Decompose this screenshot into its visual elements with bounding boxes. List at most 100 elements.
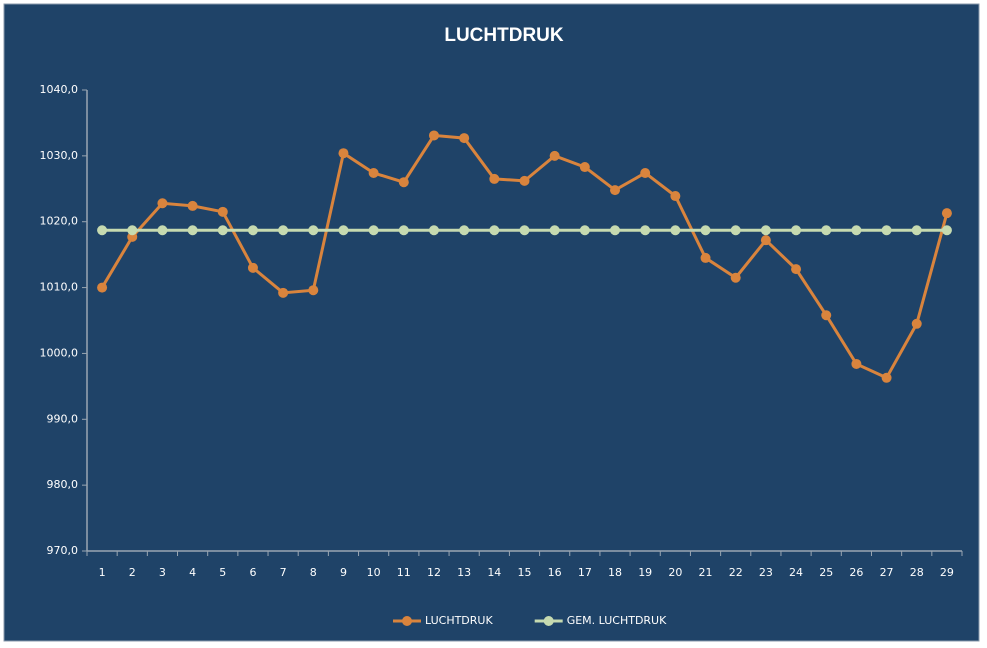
data-point — [670, 225, 681, 236]
data-point — [368, 167, 379, 178]
x-tick-label: 19 — [638, 566, 652, 579]
data-point — [187, 200, 198, 211]
data-point — [157, 198, 168, 209]
data-point — [610, 225, 621, 236]
x-tick-label: 7 — [280, 566, 287, 579]
x-tick-label: 5 — [219, 566, 226, 579]
data-point — [398, 225, 409, 236]
x-tick-label: 23 — [759, 566, 773, 579]
x-tick-label: 1 — [99, 566, 106, 579]
data-point — [428, 130, 439, 141]
x-tick-label: 16 — [548, 566, 562, 579]
x-tick-label: 28 — [910, 566, 924, 579]
data-point — [338, 148, 349, 159]
y-tick-label: 1030,0 — [40, 149, 79, 162]
x-tick-label: 21 — [699, 566, 713, 579]
chart-area — [3, 3, 980, 642]
x-tick-label: 2 — [129, 566, 136, 579]
data-point — [489, 225, 500, 236]
data-point — [187, 225, 198, 236]
y-tick-label: 990,0 — [47, 412, 79, 425]
data-point — [579, 162, 590, 173]
data-point — [127, 225, 138, 236]
y-tick-label: 1040,0 — [40, 83, 79, 96]
data-point — [730, 225, 741, 236]
data-point — [610, 185, 621, 196]
data-point — [881, 225, 892, 236]
x-tick-label: 6 — [249, 566, 256, 579]
x-tick-label: 26 — [849, 566, 863, 579]
x-tick-label: 20 — [668, 566, 682, 579]
data-point — [760, 235, 771, 246]
y-tick-label: 1020,0 — [40, 215, 79, 228]
x-tick-label: 29 — [940, 566, 954, 579]
data-point — [278, 225, 289, 236]
data-point — [821, 310, 832, 321]
data-point — [308, 285, 319, 296]
data-point — [459, 133, 470, 144]
data-point — [97, 282, 108, 293]
x-tick-label: 8 — [310, 566, 317, 579]
legend-marker — [402, 616, 412, 626]
data-point — [760, 225, 771, 236]
x-tick-label: 17 — [578, 566, 592, 579]
data-point — [217, 225, 228, 236]
x-tick-label: 3 — [159, 566, 166, 579]
x-tick-label: 10 — [367, 566, 381, 579]
legend-label: GEM. LUCHTDRUK — [567, 614, 667, 627]
data-point — [640, 167, 651, 178]
data-point — [670, 191, 681, 202]
data-point — [851, 225, 862, 236]
x-tick-label: 18 — [608, 566, 622, 579]
data-point — [549, 225, 560, 236]
x-tick-label: 27 — [880, 566, 894, 579]
data-point — [428, 225, 439, 236]
data-point — [247, 262, 258, 273]
data-point — [217, 206, 228, 217]
x-tick-label: 22 — [729, 566, 743, 579]
data-point — [851, 358, 862, 369]
x-tick-label: 25 — [819, 566, 833, 579]
data-point — [338, 225, 349, 236]
y-tick-label: 1010,0 — [40, 281, 79, 294]
data-point — [459, 225, 470, 236]
data-point — [821, 225, 832, 236]
data-point — [791, 225, 802, 236]
data-point — [97, 225, 108, 236]
data-point — [398, 177, 409, 188]
y-tick-label: 970,0 — [47, 544, 79, 557]
data-point — [730, 272, 741, 283]
x-tick-label: 9 — [340, 566, 347, 579]
data-point — [368, 225, 379, 236]
x-tick-label: 11 — [397, 566, 411, 579]
data-point — [941, 208, 952, 219]
data-point — [278, 287, 289, 298]
data-point — [881, 372, 892, 383]
data-point — [519, 175, 530, 186]
data-point — [549, 150, 560, 161]
data-point — [640, 225, 651, 236]
y-tick-label: 980,0 — [47, 478, 79, 491]
legend-label: LUCHTDRUK — [425, 614, 493, 627]
chart-title: LUCHTDRUK — [444, 25, 564, 46]
data-point — [308, 225, 319, 236]
y-tick-label: 1000,0 — [40, 346, 79, 359]
data-point — [791, 264, 802, 275]
x-tick-label: 15 — [518, 566, 532, 579]
x-tick-label: 13 — [457, 566, 471, 579]
data-point — [579, 225, 590, 236]
data-point — [157, 225, 168, 236]
data-point — [911, 318, 922, 329]
data-point — [911, 225, 922, 236]
data-point — [247, 225, 258, 236]
data-point — [700, 252, 711, 263]
x-tick-label: 14 — [487, 566, 501, 579]
x-tick-label: 12 — [427, 566, 441, 579]
data-point — [489, 173, 500, 184]
x-tick-label: 4 — [189, 566, 196, 579]
data-point — [941, 225, 952, 236]
data-point — [519, 225, 530, 236]
x-tick-label: 24 — [789, 566, 803, 579]
data-point — [700, 225, 711, 236]
